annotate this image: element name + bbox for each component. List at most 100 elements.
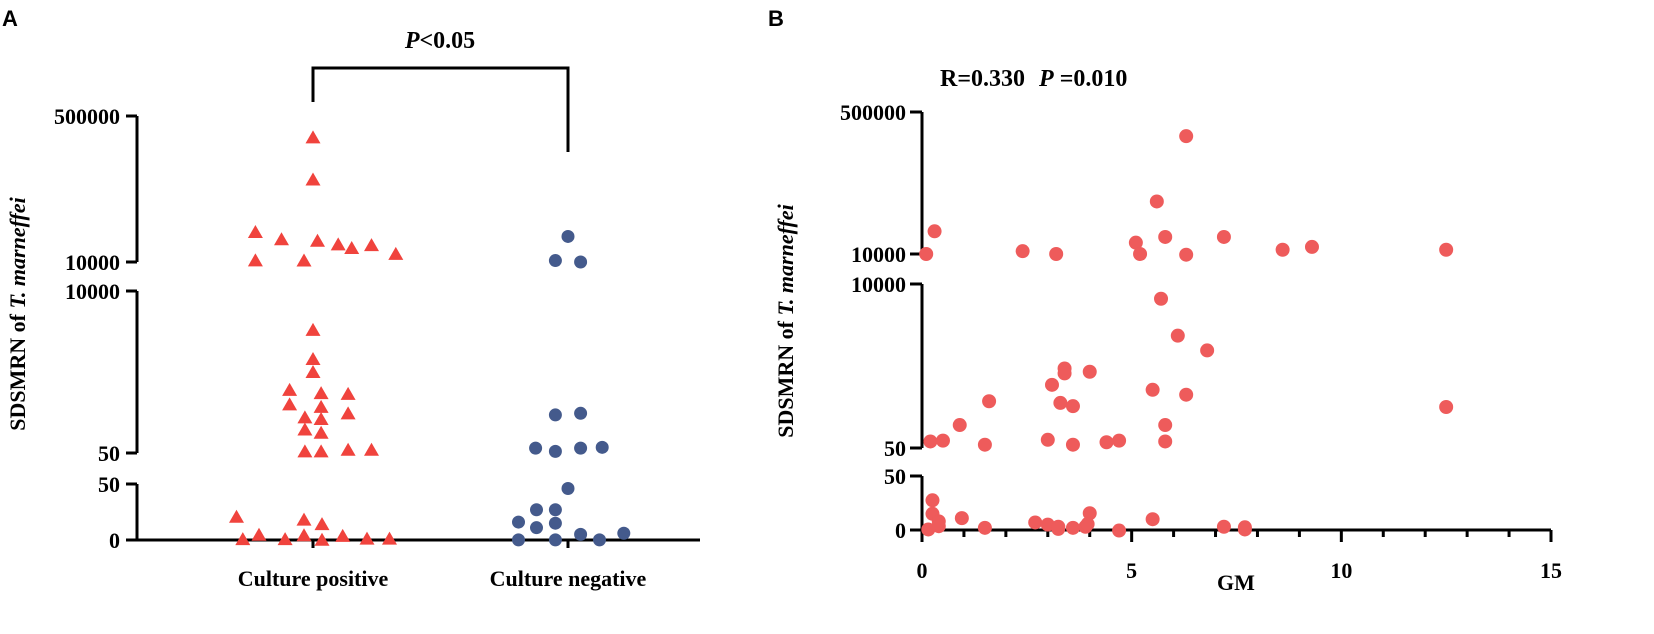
data-point-b [935,433,950,448]
y-tick-label-a: 10000 [65,279,120,304]
y-tick-label-a: 50 [98,441,120,466]
data-point-culture-positive [282,397,298,411]
data-point-b [1304,239,1319,254]
data-point-b [1170,328,1185,343]
data-point-culture-positive [313,386,329,400]
data-point-culture-positive [388,246,404,260]
data-point-b [1216,229,1231,244]
x-tick-label-b: 10 [1330,558,1352,583]
data-point-b [1133,247,1148,261]
data-point-culture-positive [313,425,329,439]
data-point-culture-positive [310,233,325,247]
data-point-culture-negative [548,444,562,458]
data-point-b [1053,395,1068,410]
data-point-culture-positive [364,442,379,456]
data-point-culture-positive [277,532,293,546]
y-tick-label-a: 0 [109,528,120,553]
data-point-b [921,522,936,537]
data-point-culture-negative [548,516,562,530]
data-point-b [954,511,969,526]
data-point-culture-positive [340,442,356,456]
data-point-culture-negative [548,533,562,547]
data-point-b [1158,434,1173,449]
y-tick-label-b: 50 [884,436,906,461]
data-point-culture-positive [229,509,244,523]
data-point-culture-positive [330,237,346,251]
data-point-b [1051,521,1066,536]
data-point-b [1040,517,1055,532]
data-point-b [1082,364,1097,379]
category-label-culture-negative: Culture negative [490,566,647,591]
data-point-culture-positive [297,410,313,424]
data-point-b [977,437,992,452]
data-points-b [919,129,1454,538]
data-point-culture-negative [529,441,543,455]
data-point-culture-negative [561,229,575,243]
data-point-b [977,520,992,535]
data-point-b [1179,247,1194,262]
data-point-culture-positive [305,352,321,366]
data-point-b [925,493,940,508]
data-point-b [1099,435,1114,450]
data-point-b [1154,291,1169,306]
data-point-culture-negative [530,521,543,535]
data-point-b [1065,399,1080,414]
y-tick-label-b: 500000 [840,100,906,125]
significance-bracket [311,66,570,152]
data-point-b [1040,432,1055,447]
data-point-b [1275,242,1290,257]
data-point-b [1057,366,1072,381]
panel-a: A P<0.05 SDSMRN of T. marneffei 0 50 50 100… [2,6,700,591]
data-point-culture-positive [297,444,313,458]
data-point-culture-positive [364,238,379,252]
data-point-b [1439,242,1454,257]
data-point-culture-positive [314,532,330,546]
data-point-b [1082,506,1097,521]
y-tick-label-b: 0 [895,518,906,543]
data-point-b [923,434,938,449]
y-tick-label-a: 10000 [65,250,120,275]
data-point-b [1128,235,1143,250]
data-point-culture-negative [574,527,588,541]
data-point-culture-positive [305,322,321,336]
correlation-annotation: R=0.330 P =0.010 [940,66,1127,92]
data-point-culture-negative [530,503,543,517]
data-point-culture-positive [314,517,330,531]
y-tick-label-b: 50 [884,464,906,489]
data-point-b [1065,437,1080,452]
data-point-culture-negative [574,406,588,420]
panel-letter-b: B [768,6,784,31]
data-point-culture-positive [297,422,313,436]
data-point-culture-negative [548,408,562,422]
data-point-b [1439,400,1454,414]
data-point-culture-negative [548,503,562,517]
y-tick-label-b: 10000 [851,242,906,267]
panel-letter-a: A [2,6,18,31]
data-point-b [1065,520,1080,535]
data-point-culture-positive [313,399,329,413]
data-point-b [1049,247,1064,261]
x-tick-label-b: 5 [1126,558,1137,583]
data-point-culture-positive [359,531,375,545]
significance-label: P<0.05 [404,28,475,54]
data-point-culture-positive [247,225,263,238]
category-label-culture-positive: Culture positive [238,566,389,591]
data-point-b [1158,229,1173,244]
y-axis-label-a: SDSMRN of T. marneffei [5,196,30,430]
x-tick-label-b: 0 [917,558,928,583]
panel-b: B R=0.330 P =0.010 SDSMRN of T. marneffei… [768,6,1562,595]
data-point-b [1112,433,1127,448]
data-point-b [1237,522,1252,537]
data-point-culture-positive [305,172,321,186]
data-point-culture-positive [247,253,263,267]
data-point-culture-negative [512,515,525,529]
data-point-culture-negative [593,533,606,547]
data-point-b [1044,377,1059,392]
data-point-culture-positive [282,382,298,396]
data-point-culture-positive [344,241,360,255]
data-point-b [1158,418,1173,433]
data-point-culture-negative [561,481,575,495]
data-point-culture-negative [595,440,609,454]
data-point-culture-positive [296,253,312,267]
data-point-culture-positive [305,365,321,379]
